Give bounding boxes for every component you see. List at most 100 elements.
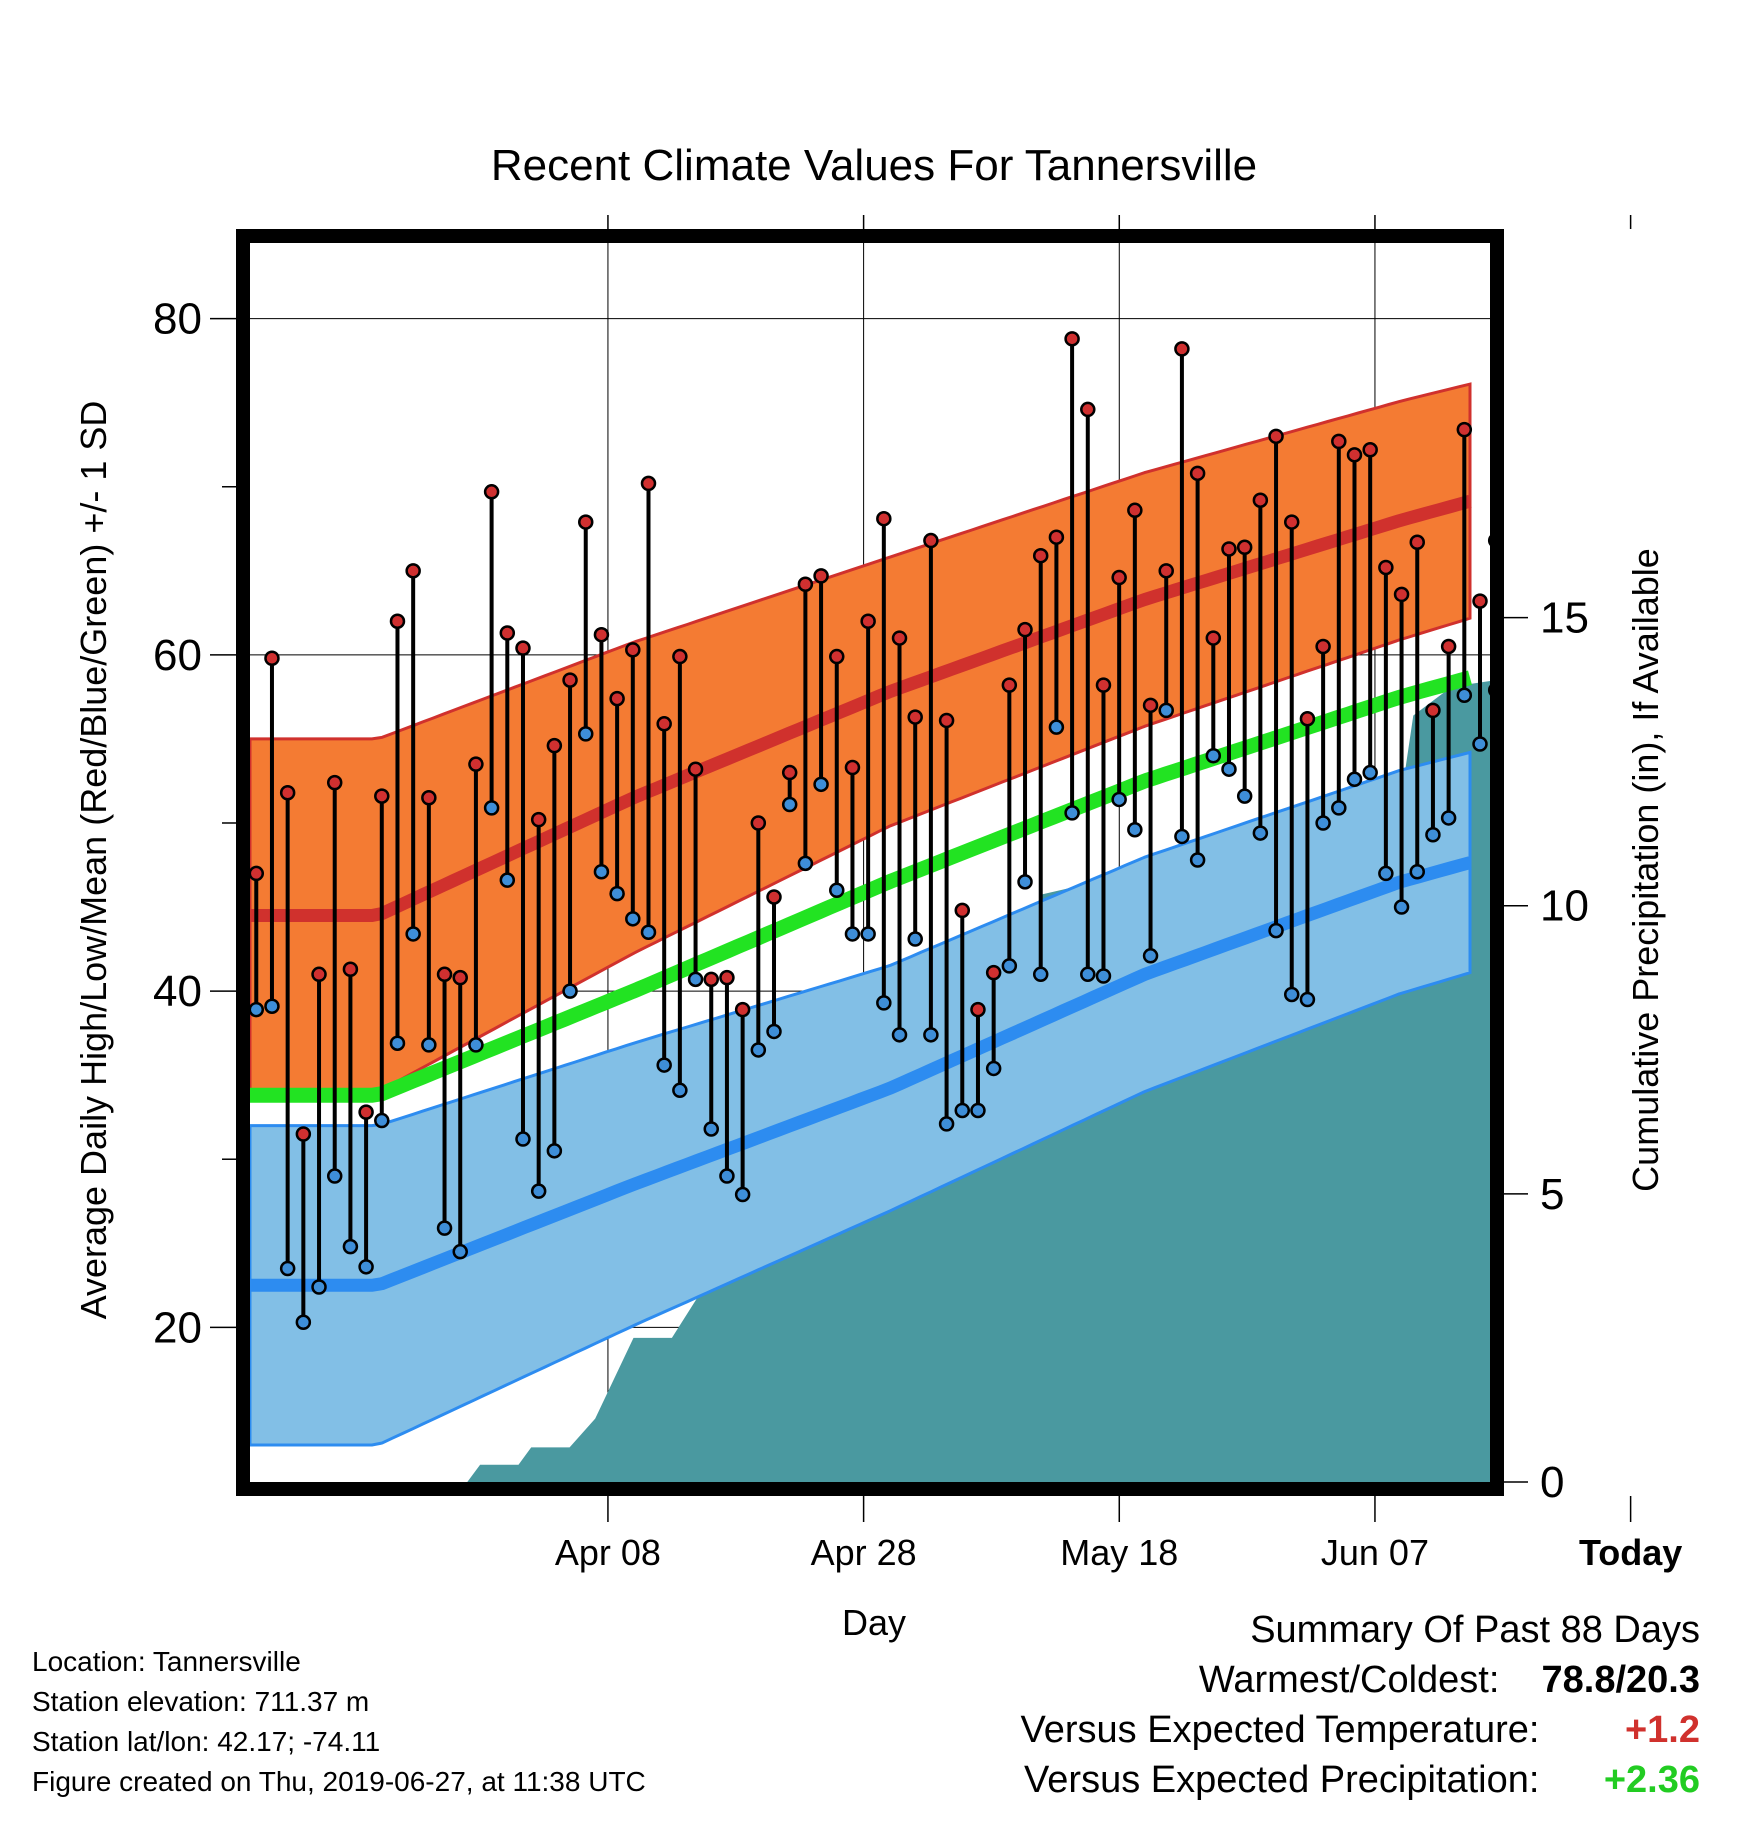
daily-high-point xyxy=(1440,638,1457,655)
daily-high-point xyxy=(719,969,735,986)
daily-low-point xyxy=(1472,736,1488,752)
daily-low-point xyxy=(1331,800,1347,816)
daily-high-point xyxy=(436,966,453,983)
daily-low-point xyxy=(1048,719,1065,735)
daily-low-point xyxy=(625,911,641,927)
y-tick-label: 60 xyxy=(153,631,202,680)
daily-low-point xyxy=(468,1037,484,1053)
daily-low-point xyxy=(1142,948,1159,964)
daily-low-point xyxy=(1425,827,1441,843)
precip-row: Versus Expected Precipitation: +2.36 xyxy=(1021,1755,1700,1805)
daily-high-point xyxy=(326,774,343,791)
daily-low-point xyxy=(1440,810,1457,826)
daily-low-point xyxy=(954,1102,971,1119)
daily-low-point xyxy=(1456,687,1473,703)
temp-label: Versus Expected Temperature: xyxy=(1020,1709,1540,1751)
daily-high-point xyxy=(1362,442,1378,458)
y-tick-label: 80 xyxy=(153,295,202,344)
daily-low-point xyxy=(734,1186,751,1203)
daily-low-point xyxy=(876,995,892,1011)
daily-low-point xyxy=(389,1035,406,1051)
daily-high-point xyxy=(1315,638,1331,655)
daily-low-point xyxy=(1236,788,1253,804)
daily-low-point xyxy=(1299,991,1316,1008)
daily-high-point xyxy=(1346,447,1363,463)
daily-low-point xyxy=(1017,874,1033,890)
daily-low-point xyxy=(530,1183,547,1199)
warm-cold-value: 78.8/20.3 xyxy=(1541,1659,1700,1701)
y2-tick-label: 0 xyxy=(1540,1458,1564,1507)
daily-high-point xyxy=(452,969,468,986)
daily-high-point xyxy=(923,532,939,549)
y2-tick-label: 15 xyxy=(1540,594,1589,643)
daily-high-point xyxy=(577,514,594,530)
daily-high-point xyxy=(1378,559,1394,576)
daily-high-point xyxy=(1001,677,1018,693)
daily-high-point xyxy=(1252,492,1269,508)
daily-high-point xyxy=(985,964,1002,981)
x-tick-label: Today xyxy=(1579,1532,1682,1573)
axes: 20 40 60 80 0 5 10 15 Apr 08 Apr 28 May 18 Jun 07 To… xyxy=(153,215,1682,1573)
daily-high-point xyxy=(860,613,876,630)
daily-high-point xyxy=(264,650,280,666)
x-tick-label: Jun 07 xyxy=(1321,1532,1429,1573)
elevation-text: Station elevation: 711.37 m xyxy=(32,1686,370,1717)
daily-low-point xyxy=(1127,821,1143,838)
daily-low-point xyxy=(295,1314,312,1331)
daily-low-point xyxy=(1111,791,1127,808)
daily-low-point xyxy=(923,1027,939,1043)
daily-high-point xyxy=(1299,711,1316,727)
plot-frame xyxy=(236,229,1504,1496)
daily-high-point xyxy=(672,648,688,665)
daily-low-point xyxy=(1505,707,1518,720)
daily-low-point xyxy=(405,926,421,942)
latlon-text: Station lat/lon: 42.17; -74.11 xyxy=(32,1726,381,1757)
daily-high-point xyxy=(703,971,720,988)
y2-axis-label: Cumulative Precipitation (in), If Availa… xyxy=(1625,548,1666,1192)
daily-low-point xyxy=(1346,771,1363,788)
daily-low-point xyxy=(703,1121,720,1137)
daily-high-point xyxy=(1080,401,1096,418)
x-tick-label: Apr 28 xyxy=(811,1532,917,1573)
daily-low-point xyxy=(656,1057,672,1073)
daily-high-point xyxy=(1032,547,1049,564)
daily-high-point xyxy=(1521,460,1534,473)
daily-low-point xyxy=(907,931,923,947)
daily-low-point xyxy=(452,1243,468,1260)
x-tick-label: Apr 08 xyxy=(555,1532,661,1573)
daily-low-point xyxy=(1536,785,1549,798)
daily-low-point xyxy=(1378,865,1394,882)
daily-high-point xyxy=(1456,421,1473,438)
y2-tick-label: 5 xyxy=(1540,1170,1564,1219)
daily-low-point xyxy=(1080,966,1096,983)
daily-high-point xyxy=(1283,514,1300,530)
daily-high-point xyxy=(1236,539,1253,556)
days-word-label: Days xyxy=(1637,1431,1723,1472)
daily-low-point xyxy=(1409,863,1426,880)
daily-low-point xyxy=(1001,958,1018,974)
daily-high-point xyxy=(1111,569,1127,586)
daily-high-point xyxy=(562,672,578,688)
daily-low-point xyxy=(1568,786,1581,799)
daily-high-point xyxy=(609,690,625,707)
chart-title: Recent Climate Values For Tannersville xyxy=(491,141,1257,190)
daily-high-point xyxy=(374,788,390,804)
warm-cold-label: Warmest/Coldest: xyxy=(1198,1659,1500,1701)
daily-high-point xyxy=(970,1001,986,1018)
daily-high-point xyxy=(1393,586,1410,603)
daily-low-point xyxy=(860,926,876,942)
daily-low-point xyxy=(1552,811,1565,824)
precip-value: +2.36 xyxy=(1603,1759,1700,1801)
daily-high-point xyxy=(515,640,531,656)
daily-high-point xyxy=(1472,593,1488,609)
summary-panel: Summary Of Past 88 Days Warmest/Coldest:… xyxy=(1021,1605,1700,1805)
daily-high-point xyxy=(844,759,861,776)
daily-high-point xyxy=(1189,465,1206,482)
daily-low-point xyxy=(829,882,845,898)
daily-low-point xyxy=(1630,0,1643,7)
daily-high-point xyxy=(1552,537,1565,550)
daily-high-point xyxy=(1425,702,1441,719)
daily-high-point xyxy=(829,648,845,665)
location-text: Location: Tannersville xyxy=(32,1646,301,1677)
station-info: Location: Tannersville Station elevation… xyxy=(32,1642,646,1802)
